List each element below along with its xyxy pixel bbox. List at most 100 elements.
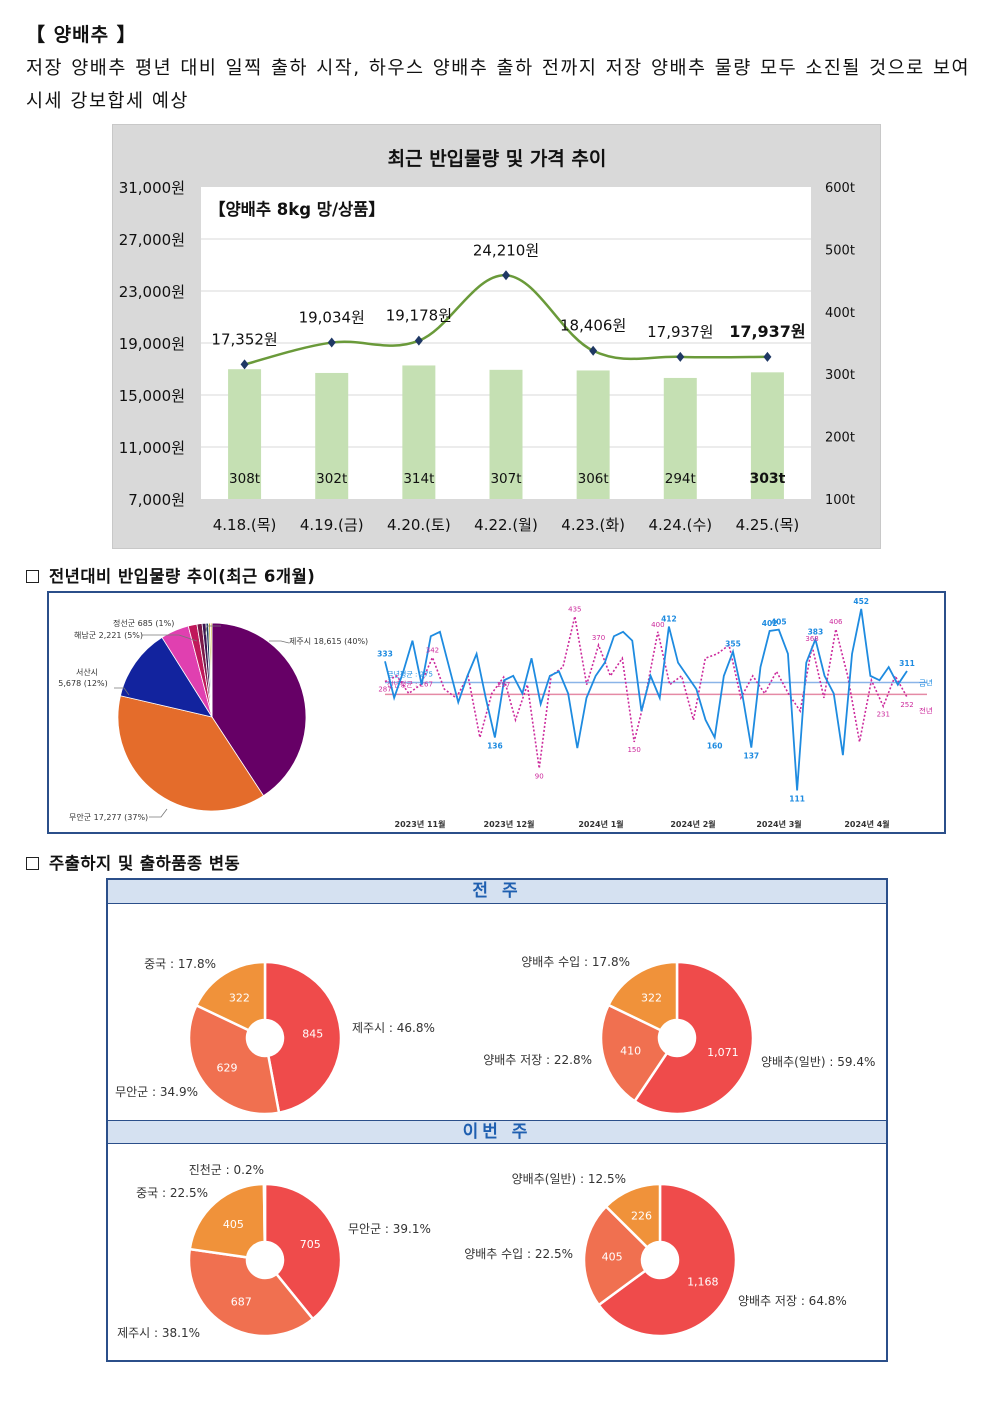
last-year-point-label: 400 [651, 621, 664, 629]
donut-category-label: 제주시 : 38.1% [117, 1326, 200, 1340]
last-year-point-label: 435 [568, 605, 581, 613]
volume-label: 308t [229, 471, 260, 487]
price-label: 19,178원 [386, 307, 452, 325]
last-year-point-label: 90 [535, 772, 544, 780]
donut-category-label: 제주시 : 46.8% [352, 1021, 435, 1035]
month-tick: 2024년 1월 [578, 819, 623, 829]
donut-category-label: 무안군 : 34.9% [115, 1085, 198, 1099]
right-axis-tick: 500t [825, 243, 855, 258]
donut-category-label: 진천군 : 0.2% [189, 1162, 264, 1177]
left-axis-tick: 7,000원 [128, 491, 185, 509]
region-pie-slice [117, 695, 265, 812]
donut-slice [262, 1182, 267, 1244]
this-year-point-label: 311 [899, 659, 915, 668]
last-year-point-label: 370 [592, 634, 605, 642]
last-year-point-label: 252 [900, 701, 913, 709]
avg-label-last-year: 전년평균 : 267 [387, 679, 433, 688]
price-point [502, 270, 510, 281]
avg-label-this-year: 금년평균 : 275 [387, 669, 433, 678]
price-point [240, 359, 249, 370]
band-prev-week: 전 주 [108, 880, 886, 904]
volume-bar [576, 370, 610, 499]
this-year-point-label: 136 [487, 742, 503, 751]
donut-value-label: 1,168 [687, 1276, 719, 1289]
month-tick: 2023년 11월 [395, 819, 446, 829]
price-point [676, 351, 685, 362]
volume-label: 306t [578, 471, 609, 487]
donut-slice [263, 1182, 343, 1321]
this-week-donuts: 705 687 405 무안군 : 39.1% 제주시 : 38.1% 중국 : 22.5… [117, 1162, 847, 1340]
this-year-point-label: 111 [789, 794, 805, 803]
left-axis-tick: 31,000원 [119, 179, 185, 197]
last-year-point-label: 368 [805, 635, 818, 643]
price-point [414, 335, 423, 346]
volume-label: 303t [749, 471, 785, 487]
donut-value-label: 629 [216, 1061, 237, 1074]
section-heading: 【 양배추 】 [26, 24, 137, 46]
right-axis-tick: 600t [825, 181, 855, 196]
donut-value-label: 687 [231, 1296, 252, 1309]
region-pie-slice [119, 636, 213, 718]
donut-value-label: 1,071 [707, 1046, 739, 1059]
pie-label-seosan-value: 5,678 (12%) [58, 679, 107, 688]
donut-value-label: 705 [300, 1238, 321, 1251]
section-title-volume: 전년대비 반입물량 추이(최근 6개월) [26, 563, 315, 587]
band-this-week: 이번 주 [108, 1120, 886, 1144]
donut-value-label: 322 [641, 991, 662, 1004]
price-label: 24,210원 [473, 241, 539, 259]
category-label: 4.25.(목) [736, 516, 800, 534]
volume-label: 307t [490, 471, 521, 487]
category-label: 4.22.(월) [474, 516, 538, 534]
volume-bar [228, 369, 262, 499]
volume-label: 302t [316, 471, 347, 487]
legend-last-year: 전년 [919, 705, 933, 715]
this-year-point-label: 355 [725, 640, 741, 649]
pie-label-jeongseon: 정선군 685 (1%) [113, 618, 174, 628]
right-axis-tick: 200t [825, 431, 855, 446]
section-title-origin-text: 주출하지 및 출하품종 변동 [49, 854, 241, 873]
right-axis-tick: 100t [825, 493, 855, 508]
donut-value-label: 845 [302, 1028, 323, 1041]
price-label: 17,352원 [211, 330, 277, 348]
category-label: 4.20.(토) [387, 516, 451, 534]
price-label: 18,406원 [560, 317, 626, 335]
left-axis-tick: 19,000원 [119, 335, 185, 353]
this-year-point-label: 452 [853, 597, 869, 606]
price-point [763, 351, 772, 362]
volume-label: 314t [403, 471, 434, 487]
last-year-line [384, 616, 908, 769]
origin-variety-panel: 전 주 845 629 322 제주시 : 46.8% 무안군 : 34.9% 중국 : … [106, 878, 888, 1362]
checkbox-icon [26, 570, 39, 583]
donut-category-label: 중국 : 22.5% [136, 1186, 208, 1200]
prev-week-donuts: 845 629 322 제주시 : 46.8% 무안군 : 34.9% 중국 : 17.8… [115, 955, 875, 1116]
donut-category-label: 양배추(일반) : 59.4% [761, 1055, 875, 1069]
volume-bar [750, 372, 784, 499]
left-axis-tick: 23,000원 [119, 283, 185, 301]
section-title-origin: 주출하지 및 출하품종 변동 [26, 850, 240, 874]
volume-label: 294t [665, 471, 696, 487]
last-year-point-label: 150 [627, 746, 640, 754]
donut-category-label: 양배추 저장 : 64.8% [738, 1294, 847, 1308]
donut-slice [582, 1204, 649, 1307]
donut-slice [188, 1182, 267, 1259]
volume-bar [402, 365, 436, 499]
month-tick: 2024년 4월 [844, 819, 889, 829]
donut-slice [599, 1003, 669, 1103]
pie-label-seosan: 서산시 [76, 667, 98, 677]
volume-bar [489, 369, 523, 499]
region-share-pie: 정선군 685 (1%) 해남군 2,221 (5%) 서산시 5,678 (1… [58, 618, 368, 822]
donut-slice [604, 1182, 662, 1250]
price-volume-chart-svg: 최근 반입물량 및 가격 추이 31,000원 27,000원 23,000원 19,… [119, 148, 855, 534]
volume-bar [315, 372, 349, 499]
donut-slice [632, 960, 755, 1116]
price-point [589, 345, 598, 356]
category-label: 4.19.(금) [300, 516, 364, 534]
donut-value-label: 226 [631, 1210, 652, 1223]
volume-bar [663, 377, 697, 499]
donut-category-label: 양배추 수입 : 22.5% [464, 1247, 573, 1261]
chart-title: 최근 반입물량 및 가격 추이 [388, 148, 607, 170]
donut-slice [606, 960, 679, 1032]
region-pie-slice [210, 622, 213, 718]
donut-slice [263, 960, 343, 1115]
